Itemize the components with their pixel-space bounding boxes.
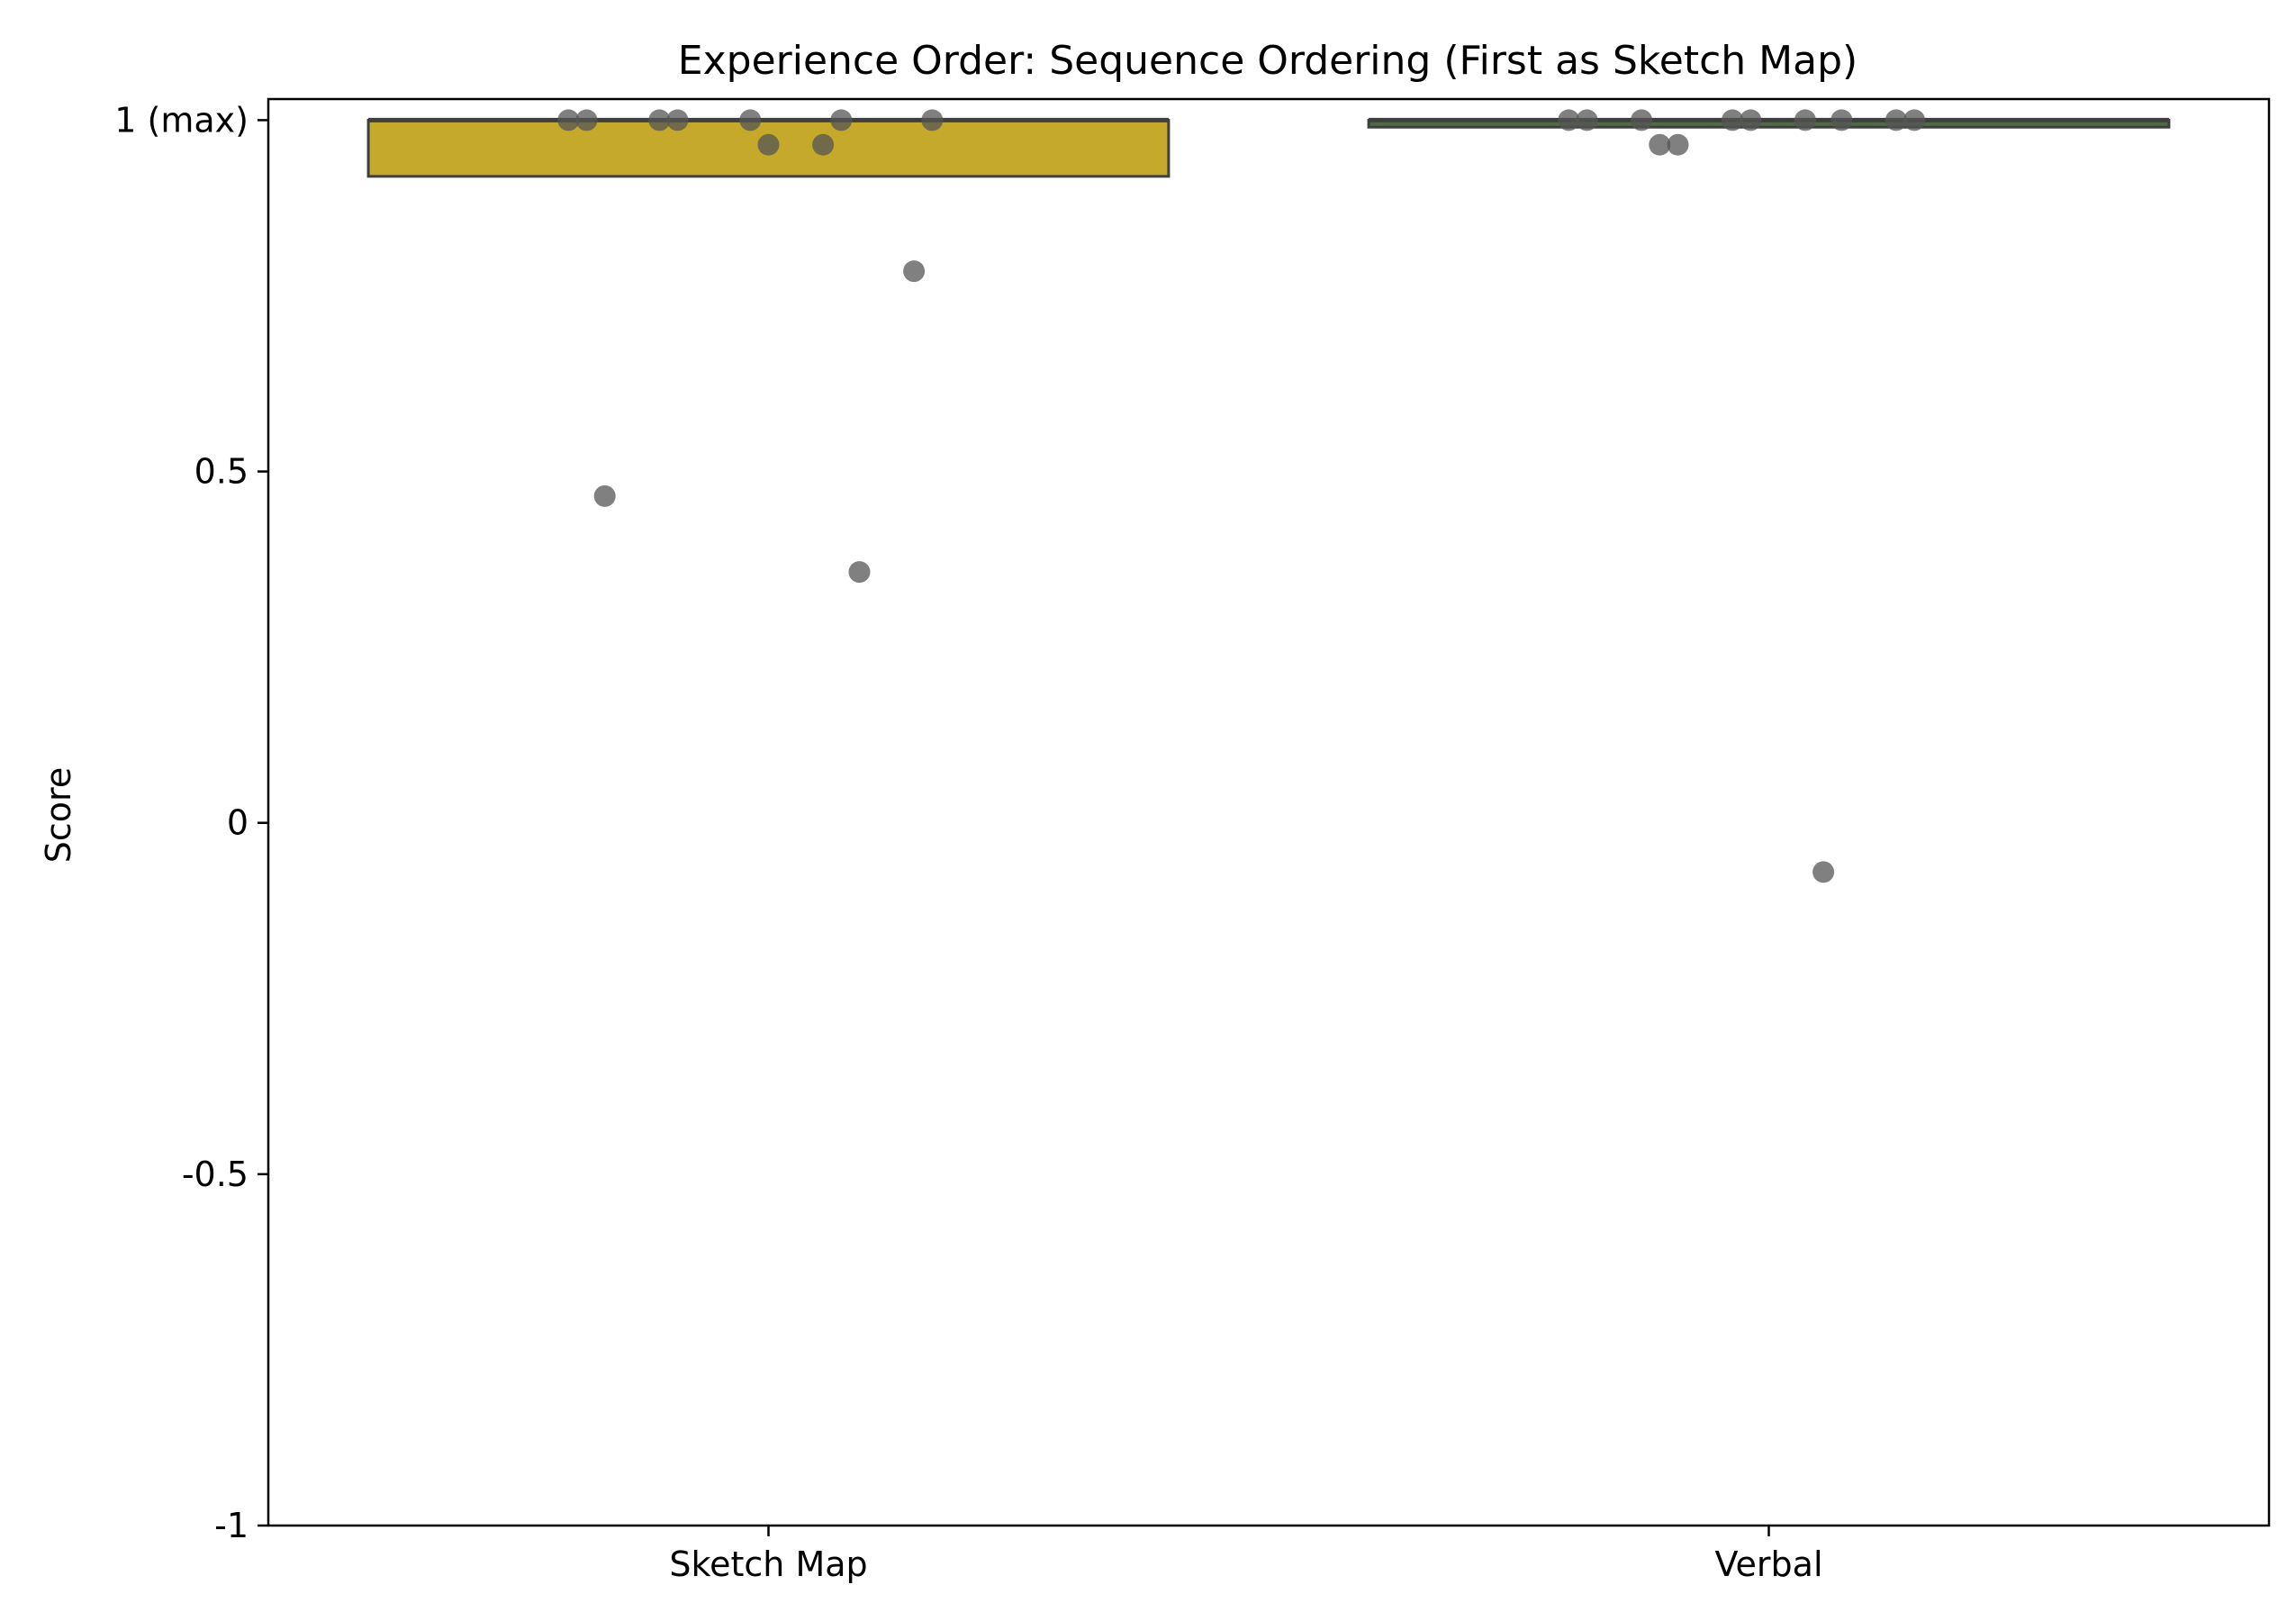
data-point bbox=[557, 109, 580, 131]
data-point bbox=[1558, 109, 1580, 131]
data-point bbox=[1812, 861, 1835, 883]
data-point bbox=[1740, 109, 1762, 131]
data-point bbox=[903, 260, 926, 283]
plot-frame bbox=[267, 97, 2271, 1527]
y-tick-label: -1 bbox=[214, 1506, 249, 1545]
data-point bbox=[830, 109, 853, 131]
x-tick-label: Verbal bbox=[1714, 1544, 1822, 1584]
plot-area bbox=[366, 109, 2171, 883]
y-tick-label: -0.5 bbox=[182, 1155, 249, 1194]
data-point bbox=[757, 133, 780, 156]
data-point bbox=[666, 109, 689, 131]
y-axis-label: Score bbox=[39, 767, 78, 863]
data-point bbox=[1576, 109, 1598, 131]
x-tick-label: Sketch Map bbox=[669, 1544, 867, 1584]
data-point bbox=[1903, 109, 1926, 131]
data-point bbox=[1722, 109, 1744, 131]
data-point bbox=[1885, 109, 1907, 131]
data-point bbox=[1830, 109, 1853, 131]
y-tick-label: 0.5 bbox=[194, 452, 249, 492]
data-point bbox=[812, 133, 835, 156]
data-point bbox=[1631, 109, 1653, 131]
data-point bbox=[648, 109, 671, 131]
data-point bbox=[739, 109, 762, 131]
data-point bbox=[921, 109, 944, 131]
data-point bbox=[575, 109, 598, 131]
data-point bbox=[848, 561, 871, 584]
data-point bbox=[1667, 133, 1689, 156]
y-tick-label: 1 (max) bbox=[114, 100, 249, 140]
data-point bbox=[1649, 133, 1671, 156]
x-axis: Sketch Map Verbal bbox=[669, 1526, 1823, 1584]
y-axis: 1 (max) 0.5 0 -0.5 -1 bbox=[114, 100, 268, 1545]
chart-title: Experience Order: Sequence Ordering (Fir… bbox=[678, 38, 1858, 84]
data-point bbox=[1794, 109, 1816, 131]
data-point bbox=[593, 484, 616, 507]
y-tick-label: 0 bbox=[227, 803, 249, 843]
